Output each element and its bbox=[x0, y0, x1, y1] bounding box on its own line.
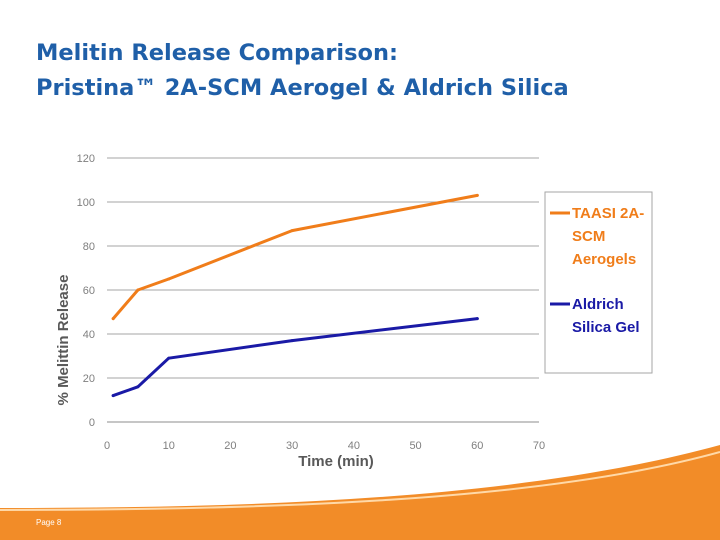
data-point bbox=[111, 394, 115, 398]
legend-box bbox=[544, 191, 653, 374]
legend-label-line: Aldrich bbox=[572, 296, 624, 313]
footer-orange-swoosh bbox=[0, 445, 720, 540]
data-point bbox=[475, 317, 479, 321]
legend-label-1: Aldrich Silica Gel bbox=[572, 296, 640, 336]
slide-title-line-2: Pristina™ 2A-SCM Aerogel & Aldrich Silic… bbox=[36, 75, 569, 101]
data-point bbox=[290, 229, 294, 233]
legend-label-line: Aerogels bbox=[572, 251, 636, 268]
data-point bbox=[136, 385, 140, 389]
y-tick-label: 80 bbox=[83, 241, 95, 253]
footer-orange-swoosh-highlight bbox=[0, 451, 720, 511]
legend-label-line: Silica Gel bbox=[572, 319, 640, 336]
x-tick-label: 0 bbox=[104, 440, 110, 452]
slide-title: Melitin Release Comparison: Pristina™ 2A… bbox=[36, 36, 696, 106]
gridlines bbox=[107, 157, 539, 423]
legend-label-line: SCM bbox=[572, 228, 605, 245]
data-point bbox=[136, 288, 140, 292]
data-point bbox=[167, 356, 171, 360]
y-tick-label: 40 bbox=[83, 329, 95, 341]
y-tick-label: 0 bbox=[89, 417, 95, 429]
y-axis-title: % Melittin Release bbox=[55, 275, 72, 406]
legend-label-0: TAASI 2A- SCM Aerogels bbox=[572, 205, 644, 268]
x-tick-label: 20 bbox=[224, 440, 236, 452]
data-point bbox=[475, 193, 479, 197]
y-tick-label: 60 bbox=[83, 285, 95, 297]
x-tick-label: 40 bbox=[348, 440, 360, 452]
x-tick-label: 60 bbox=[471, 440, 483, 452]
data-point bbox=[167, 277, 171, 281]
legend: TAASI 2A- SCM Aerogels Aldrich Silica Gel bbox=[544, 191, 653, 374]
page-number: Page 8 bbox=[36, 518, 62, 527]
y-tick-label: 120 bbox=[77, 153, 95, 165]
x-tick-label: 30 bbox=[286, 440, 298, 452]
x-tick-label: 50 bbox=[409, 440, 421, 452]
series-line-0 bbox=[111, 193, 479, 321]
slide-title-line-1: Melitin Release Comparison: bbox=[36, 40, 398, 66]
x-tick-label: 70 bbox=[533, 440, 545, 452]
legend-label-line: TAASI 2A- bbox=[572, 205, 644, 222]
axes: 0 20 40 60 80 100 120 0 10 20 30 40 50 60 70 Time (min)… bbox=[55, 153, 545, 470]
x-axis-title: Time (min) bbox=[298, 453, 374, 470]
series-lines bbox=[111, 193, 479, 398]
y-tick-label: 20 bbox=[83, 373, 95, 385]
x-tick-label: 10 bbox=[163, 440, 175, 452]
data-point bbox=[290, 339, 294, 343]
y-tick-label: 100 bbox=[77, 197, 95, 209]
data-point bbox=[111, 317, 115, 321]
